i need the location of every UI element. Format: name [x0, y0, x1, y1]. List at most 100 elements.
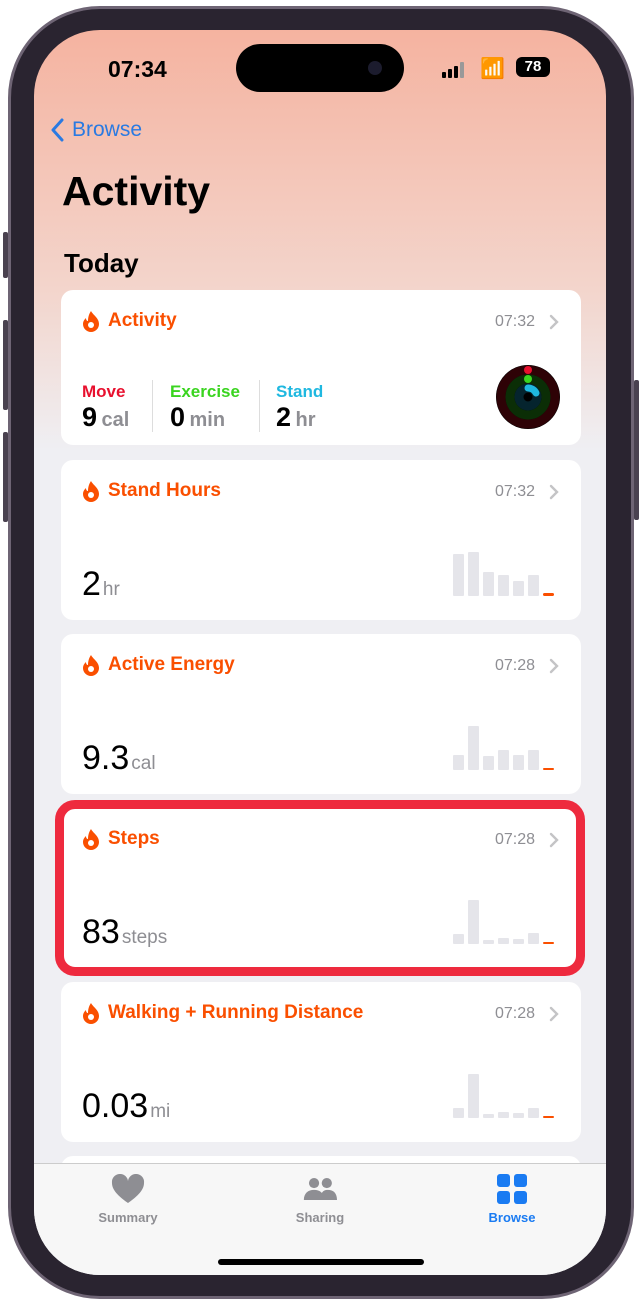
trend-chart [453, 720, 559, 770]
chevron-right-icon [549, 484, 559, 500]
side-button [634, 380, 639, 520]
chevron-right-icon [549, 314, 559, 330]
card-title: Walking + Running Distance [108, 1002, 364, 1023]
signal-icon [442, 62, 464, 78]
move-unit: cal [101, 409, 130, 431]
card-value: 83 [82, 913, 120, 951]
trend-bar [468, 726, 479, 770]
card-active-energy[interactable]: Active Energy 07:28 9.3 cal [61, 634, 581, 794]
trend-bar [513, 755, 524, 770]
section-title: Today [64, 248, 139, 278]
trend-bar [513, 1112, 524, 1118]
trend-bar [468, 1074, 479, 1118]
trend-bar [513, 581, 524, 596]
divider [259, 380, 260, 432]
tab-bar: Summary Sharing Browse [34, 1163, 606, 1275]
trend-bar [453, 934, 464, 944]
status-time: 07:34 [108, 56, 167, 82]
screen: 07:34 📶 78 Browse Activity Today Activit… [34, 30, 606, 1275]
card-value: 9.3 [82, 739, 130, 777]
card-stand-hours[interactable]: Stand Hours 07:32 2 hr [61, 460, 581, 620]
activity-rings-icon [496, 365, 560, 429]
trend-bar [528, 574, 539, 596]
back-label: Browse [72, 118, 143, 141]
flame-icon [83, 481, 99, 502]
card-time: 07:32 [494, 313, 535, 330]
tab-label: Sharing [295, 1210, 345, 1225]
card-walking-running-distance[interactable]: Walking + Running Distance 07:28 0.03 mi [61, 982, 581, 1142]
trend-bar [483, 756, 494, 770]
exercise-value: 0 [170, 402, 186, 432]
trend-bar [513, 938, 524, 944]
card-steps[interactable]: Steps 07:28 83 steps [61, 808, 581, 968]
card-unit: mi [150, 1101, 171, 1122]
chevron-left-icon [51, 118, 64, 142]
chevron-right-icon [549, 1006, 559, 1022]
card-time: 07:32 [494, 483, 535, 500]
move-value: 9 [82, 402, 98, 432]
trend-bar [453, 1108, 464, 1118]
tab-sharing[interactable]: Sharing [260, 1174, 380, 1225]
exercise-unit: min [189, 409, 226, 431]
exercise-label: Exercise [170, 382, 240, 401]
trend-bar [528, 1108, 539, 1118]
card-time: 07:28 [494, 831, 535, 848]
stand-unit: hr [295, 409, 316, 431]
trend-bar [483, 571, 494, 596]
divider [152, 380, 153, 432]
trend-bar [483, 1113, 494, 1118]
trend-chart [453, 1068, 559, 1118]
back-button[interactable]: Browse [50, 118, 142, 142]
card-unit: hr [102, 579, 120, 600]
trend-bar [543, 1116, 554, 1118]
card-value: 2 [82, 565, 101, 603]
trend-bar [498, 937, 509, 944]
card-title: Active Energy [108, 654, 235, 675]
grid-icon [497, 1174, 527, 1204]
trend-bar [453, 554, 464, 596]
trend-bar [543, 768, 554, 770]
trend-bar [468, 552, 479, 596]
tab-browse[interactable]: Browse [452, 1174, 572, 1225]
trend-bar [498, 1111, 509, 1118]
volume-up-button [3, 320, 8, 410]
home-indicator [218, 1259, 424, 1265]
stand-value: 2 [276, 402, 292, 432]
action-button [3, 232, 8, 278]
trend-chart [453, 546, 559, 596]
tab-label: Browse [488, 1210, 536, 1225]
trend-bar [543, 942, 554, 944]
stand-label: Stand [276, 382, 324, 401]
dynamic-island [236, 44, 404, 92]
card-unit: steps [121, 927, 168, 948]
trend-bar [528, 933, 539, 944]
activity-card[interactable]: Activity 07:32 Move 9 cal Exercise 0 min S… [61, 290, 581, 445]
card-value: 0.03 [82, 1087, 149, 1125]
wifi-icon: 📶 [480, 58, 505, 80]
trend-bar [528, 750, 539, 770]
trend-bar [453, 754, 464, 770]
move-label: Move [82, 382, 126, 401]
chevron-right-icon [549, 658, 559, 674]
status-bar: 07:34 📶 78 [34, 56, 606, 86]
trend-bar [498, 750, 509, 770]
trend-bar [483, 939, 494, 944]
flame-icon [83, 311, 99, 332]
page-title: Activity [62, 168, 211, 214]
highlight-box [55, 800, 585, 976]
chevron-right-icon [549, 832, 559, 848]
card-title: Activity [108, 310, 177, 331]
card-time: 07:28 [494, 1005, 535, 1022]
heart-icon [111, 1174, 145, 1203]
people-icon [303, 1177, 337, 1201]
tab-summary[interactable]: Summary [68, 1174, 188, 1225]
battery-icon: 78 [516, 57, 550, 77]
card-title: Steps [108, 828, 160, 849]
trend-chart [453, 894, 559, 944]
tab-label: Summary [98, 1210, 158, 1225]
flame-icon [83, 1003, 99, 1024]
volume-down-button [3, 432, 8, 522]
trend-bar [468, 900, 479, 944]
card-unit: cal [131, 753, 156, 774]
trend-bar [543, 592, 554, 596]
